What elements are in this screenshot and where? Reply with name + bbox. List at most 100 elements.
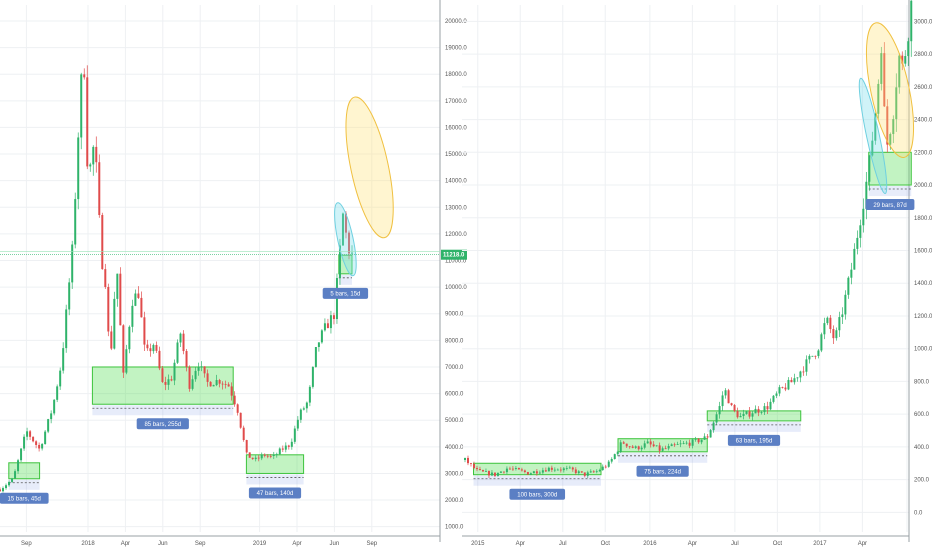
candle-body: [137, 293, 140, 298]
y-tick-label: 6000.0: [445, 392, 464, 398]
candle-body: [296, 419, 299, 429]
candle-body: [341, 213, 344, 246]
candle-body: [727, 390, 730, 404]
y-tick-label: 2400.0: [914, 118, 932, 124]
candle-body: [17, 460, 20, 472]
range-badge: [322, 287, 369, 299]
candle-body: [736, 411, 739, 418]
candle-body: [242, 427, 245, 441]
candle-body: [895, 87, 898, 120]
candle-body: [182, 333, 185, 352]
x-tick-label: Apr: [858, 541, 867, 547]
candle-body: [20, 448, 23, 461]
candle-body: [691, 439, 694, 446]
candle-body: [475, 468, 478, 470]
candle-body: [775, 393, 778, 396]
candle-body: [805, 359, 808, 372]
measure-area: [8, 479, 40, 490]
candle-body: [517, 468, 520, 470]
candle-body: [146, 344, 149, 349]
candle-body: [802, 371, 805, 373]
candle-body: [287, 445, 290, 447]
highlight-ellipse: [858, 77, 888, 195]
candle-body: [688, 442, 691, 446]
candle-body: [155, 344, 158, 351]
candle-body: [119, 273, 122, 326]
candle-body: [772, 395, 775, 402]
range-badge: [865, 199, 915, 211]
candle-body: [260, 454, 263, 459]
candle-body: [571, 467, 574, 470]
candle-body: [829, 317, 832, 330]
candle-body: [293, 428, 296, 442]
y-tick-label: 17000.0: [445, 99, 467, 105]
candle-body: [844, 294, 847, 315]
candle-body: [580, 471, 583, 473]
candle-body: [700, 439, 703, 443]
x-tick-label: 2015: [471, 541, 485, 547]
candle-body: [245, 440, 248, 453]
candle-body: [793, 378, 796, 383]
candle-body: [847, 277, 850, 295]
candle-body: [823, 323, 826, 335]
candle-body: [547, 467, 550, 472]
y-tick-label: 1000.0: [914, 347, 932, 353]
candle-body: [862, 208, 865, 226]
candle-body: [71, 244, 74, 283]
candle-body: [284, 445, 287, 450]
candle-body: [601, 466, 604, 471]
candle-body: [496, 472, 499, 476]
candle-body: [658, 445, 661, 451]
candle-body: [505, 468, 508, 473]
candle-body: [565, 467, 568, 469]
candle-body: [131, 305, 134, 327]
candle-body: [628, 446, 631, 448]
candle-body: [32, 436, 35, 442]
candle-body: [574, 469, 577, 474]
candle-body: [616, 451, 619, 455]
candle-body: [592, 471, 595, 473]
candle-body: [472, 463, 475, 469]
y-tick-label: 3000.0: [445, 471, 464, 477]
candle-body: [697, 438, 700, 443]
candle-body: [329, 315, 332, 329]
candle-body: [892, 119, 895, 135]
candle-body: [2, 488, 5, 492]
candle-body: [23, 436, 26, 449]
candle-body: [233, 395, 236, 405]
candle-body: [853, 248, 856, 270]
candle-body: [116, 273, 119, 299]
candle-body: [649, 441, 652, 445]
candle-body: [224, 384, 227, 385]
candle-body: [667, 446, 670, 449]
candle-body: [236, 404, 239, 413]
candle-body: [640, 447, 643, 450]
x-tick-label: 2018: [81, 541, 95, 547]
candle-body: [311, 366, 314, 387]
y-tick-label: 20000.0: [445, 19, 467, 25]
candle-body: [523, 470, 526, 472]
candle-body: [679, 443, 682, 445]
x-tick-label: Jul: [559, 541, 567, 547]
candle-body: [77, 137, 80, 200]
y-tick-label: 13000.0: [445, 205, 467, 211]
candle-body: [478, 469, 481, 471]
candle-body: [694, 438, 697, 440]
candle-body: [508, 468, 511, 470]
candle-body: [38, 444, 41, 449]
y-tick-label: 10000.0: [445, 285, 467, 291]
candle-body: [314, 347, 317, 367]
candle-body: [622, 442, 625, 444]
candle-body: [511, 468, 514, 470]
candle-body: [799, 371, 802, 378]
candle-body: [248, 452, 251, 458]
candle-body: [134, 293, 137, 306]
candle-body: [520, 469, 523, 471]
y-tick-label: 9000.0: [445, 312, 464, 318]
candle-body: [206, 373, 209, 382]
candle-body: [529, 473, 532, 475]
x-tick-label: 2016: [643, 541, 657, 547]
candle-body: [5, 485, 8, 489]
candle-body: [718, 406, 721, 415]
candle-body: [164, 381, 167, 385]
